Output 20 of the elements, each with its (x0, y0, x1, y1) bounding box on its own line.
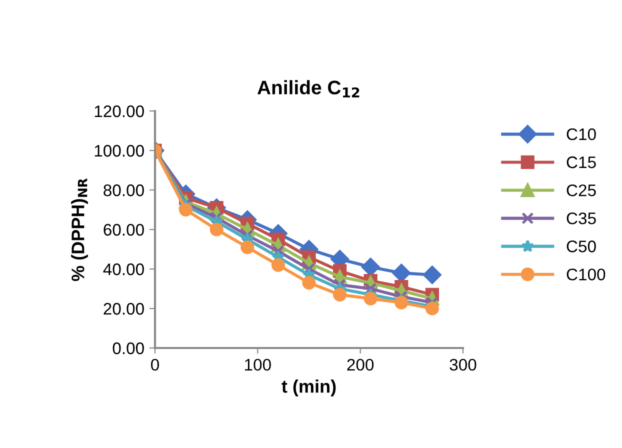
y-tick-label: 40.00 (103, 263, 144, 276)
x-tick-label: 0 (151, 358, 159, 371)
x-tick-label: 300 (450, 358, 476, 371)
y-tick-label: 80.00 (104, 184, 144, 196)
chart-title: Anilide C$_{12}$ (257, 80, 360, 98)
y-tick-label: 120.00 (94, 105, 144, 118)
y-axis-title: % (DPPH)$_{NR}$ (71, 178, 88, 282)
legend-label: C35 (566, 212, 596, 224)
x-axis-title: t (min) (282, 380, 336, 396)
y-tick-label: 20.00 (104, 302, 144, 315)
legend-label: C10 (566, 128, 596, 140)
legend-label: C100 (566, 268, 606, 280)
y-tick-label: 100.00 (94, 144, 144, 157)
legend-label: C50 (566, 240, 596, 252)
x-tick-label: 200 (347, 358, 374, 371)
x-tick-label: 100 (245, 358, 271, 371)
y-tick-label: 0.00 (112, 342, 144, 354)
legend-label: C25 (566, 184, 596, 196)
y-tick-label: 60.00 (104, 224, 144, 236)
legend-label: C15 (566, 156, 596, 168)
